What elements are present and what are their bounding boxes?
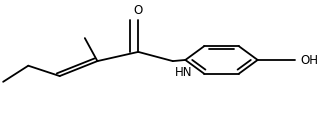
- Text: O: O: [134, 4, 143, 17]
- Text: OH: OH: [300, 54, 318, 67]
- Text: HN: HN: [174, 65, 192, 78]
